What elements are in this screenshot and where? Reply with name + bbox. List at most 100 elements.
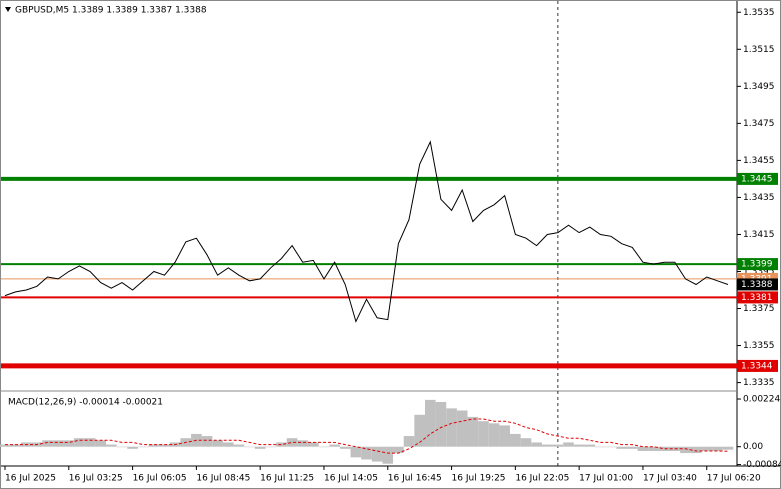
macd-bar bbox=[712, 446, 723, 451]
x-tick-label: 16 Jul 06:05 bbox=[133, 474, 187, 484]
macd-bar bbox=[626, 446, 638, 449]
level-tag bbox=[737, 359, 778, 372]
y-tick-label: 1.3535 bbox=[743, 8, 775, 18]
macd-bar bbox=[605, 446, 617, 448]
macd-bar bbox=[308, 442, 319, 447]
macd-bar bbox=[403, 436, 415, 447]
macd-title: MACD(12,26,9) -0.00014 -0.00021 bbox=[8, 398, 163, 408]
price-line bbox=[4, 140, 729, 323]
y-tick-label: 1.3435 bbox=[743, 193, 775, 203]
macd-bar bbox=[52, 440, 64, 447]
macd-bar bbox=[116, 446, 128, 448]
macd-bar bbox=[339, 446, 351, 449]
macd-bar bbox=[371, 446, 383, 462]
y-tick-label: 1.3415 bbox=[743, 230, 775, 240]
macd-bar bbox=[95, 440, 107, 447]
macd-bar bbox=[159, 444, 170, 447]
macd-bar bbox=[318, 446, 330, 448]
x-tick-label: 16 Jul 14:05 bbox=[324, 474, 378, 484]
macd-bar bbox=[520, 438, 532, 447]
macd-bar bbox=[0, 444, 11, 447]
macd-bar bbox=[584, 444, 596, 447]
macd-bar bbox=[201, 436, 213, 447]
macd-bar bbox=[616, 446, 627, 449]
x-tick-label: 16 Jul 03:25 bbox=[69, 474, 123, 484]
y-tick-label: 1.3515 bbox=[743, 45, 775, 55]
level-tag bbox=[737, 291, 778, 304]
macd-bar bbox=[648, 446, 659, 451]
macd-bar bbox=[531, 442, 542, 447]
macd-bar bbox=[63, 440, 75, 447]
y-tick-label: 1.3395 bbox=[743, 267, 775, 277]
level-label: 1.3445 bbox=[741, 174, 773, 184]
level-tag bbox=[737, 258, 778, 271]
macd-bar bbox=[573, 444, 585, 447]
macd-bar bbox=[265, 446, 277, 448]
macd-bar bbox=[297, 440, 309, 447]
macd-bar bbox=[456, 410, 468, 447]
macd-bar bbox=[361, 446, 372, 460]
macd-bar bbox=[10, 444, 21, 447]
macd-bar bbox=[329, 444, 340, 447]
x-tick-label: 16 Jul 08:45 bbox=[196, 474, 250, 484]
macd-bar bbox=[286, 438, 298, 447]
macd-bar bbox=[350, 446, 362, 458]
macd-bar bbox=[212, 440, 223, 447]
y-tick-label: 1.3495 bbox=[743, 82, 775, 92]
macd-bar bbox=[382, 446, 394, 464]
y-tick-label: 1.3355 bbox=[743, 341, 775, 351]
y2-tick-label: 0.00224 bbox=[743, 395, 780, 405]
y-tick-label: 1.3375 bbox=[743, 304, 775, 314]
macd-bar bbox=[467, 416, 479, 447]
macd-bar bbox=[222, 442, 234, 447]
x-tick-label: 16 Jul 22:05 bbox=[515, 474, 569, 484]
x-tick-label: 16 Jul 19:25 bbox=[452, 474, 506, 484]
macd-bar bbox=[541, 444, 553, 447]
x-tick-label: 16 Jul 16:45 bbox=[388, 474, 442, 484]
current-tag bbox=[737, 278, 778, 291]
x-tick-label: 17 Jul 06:20 bbox=[707, 474, 761, 484]
y-tick-label: 1.3475 bbox=[743, 119, 775, 129]
macd-bar bbox=[137, 446, 149, 448]
macd-bar bbox=[563, 442, 574, 447]
macd-bar bbox=[233, 444, 245, 447]
macd-bar bbox=[446, 408, 457, 447]
macd-bar bbox=[488, 423, 500, 447]
level-label: 1.3381 bbox=[741, 293, 773, 303]
menu-arrow[interactable] bbox=[5, 7, 11, 12]
macd-bar bbox=[499, 425, 511, 447]
macd-bar bbox=[244, 446, 255, 448]
macd-bar bbox=[42, 440, 53, 447]
level-label: 1.3399 bbox=[741, 260, 773, 270]
chart-title: GBPUSD,M5 1.3389 1.3389 1.3387 1.3388 bbox=[15, 6, 207, 16]
x-tick-label: 16 Jul 11:25 bbox=[260, 474, 314, 484]
macd-bar bbox=[414, 414, 425, 447]
macd-bar bbox=[552, 444, 564, 447]
macd-bar bbox=[510, 433, 521, 447]
macd-bar bbox=[393, 446, 404, 454]
macd-bar bbox=[637, 446, 649, 451]
signal-line bbox=[5, 418, 729, 454]
level-tag bbox=[737, 172, 778, 185]
macd-bar bbox=[127, 446, 138, 449]
current-label: 1.3388 bbox=[741, 280, 773, 290]
macd-bar bbox=[424, 399, 436, 447]
x-tick-label: 17 Jul 01:00 bbox=[579, 474, 633, 484]
macd-bar bbox=[722, 446, 734, 450]
macd-bar bbox=[478, 421, 489, 447]
macd-bar bbox=[148, 444, 160, 447]
y2-tick-label: 0.00 bbox=[743, 442, 763, 452]
macd-bar bbox=[658, 446, 670, 451]
level-label: 1.3344 bbox=[741, 361, 773, 371]
macd-bar bbox=[276, 442, 287, 447]
macd-bar bbox=[690, 446, 702, 454]
macd-bar bbox=[84, 438, 96, 447]
macd-bar bbox=[74, 438, 85, 447]
macd-bar bbox=[435, 402, 447, 447]
x-tick-label: 16 Jul 2025 bbox=[5, 474, 56, 484]
macd-bar bbox=[595, 446, 606, 448]
y-tick-label: 1.3335 bbox=[743, 378, 775, 388]
